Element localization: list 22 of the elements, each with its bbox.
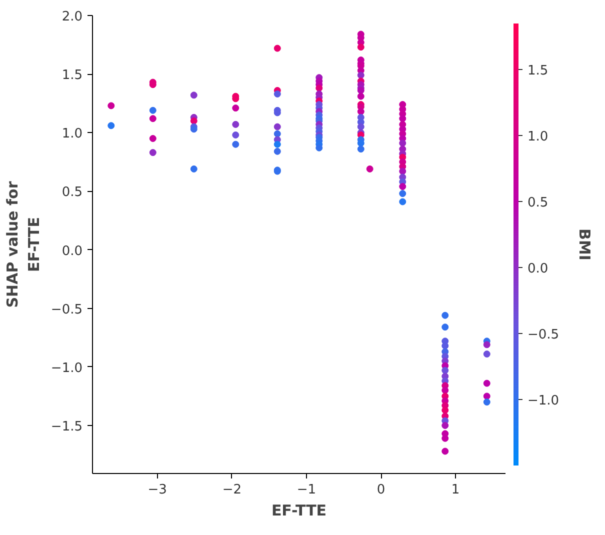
y-tick-label: 1.5 bbox=[62, 68, 83, 84]
color-bar-label: 1.5 bbox=[528, 64, 548, 79]
y-tick-label: 0.0 bbox=[62, 244, 83, 259]
y-tick-label: 2.0 bbox=[62, 10, 83, 24]
x-tick-label: −1 bbox=[296, 482, 316, 498]
color-bar-label: 0.0 bbox=[528, 262, 548, 277]
y-tick-label: −1.0 bbox=[50, 360, 83, 376]
color-bar-label: −1.0 bbox=[528, 394, 560, 409]
x-axis-title: EF-TTE bbox=[271, 502, 327, 520]
x-tick-label: 1 bbox=[451, 482, 460, 498]
y-tick-label: 1.0 bbox=[62, 126, 83, 142]
color-bar-label: 1.0 bbox=[528, 130, 548, 145]
x-tick-label: −3 bbox=[148, 482, 167, 498]
y-axis-title: SHAP value for EF-TTE bbox=[3, 180, 43, 308]
y-tick-label: −1.5 bbox=[50, 419, 83, 434]
color-bar-label: 0.5 bbox=[528, 196, 548, 211]
x-tick-label: 0 bbox=[376, 482, 386, 498]
x-tick-label: −2 bbox=[222, 482, 242, 498]
y-tick-label: −0.5 bbox=[50, 302, 83, 318]
color-bar-title: BMI bbox=[576, 228, 594, 260]
color-bar-label: −0.5 bbox=[528, 328, 560, 343]
y-tick-label: 0.5 bbox=[62, 185, 83, 200]
